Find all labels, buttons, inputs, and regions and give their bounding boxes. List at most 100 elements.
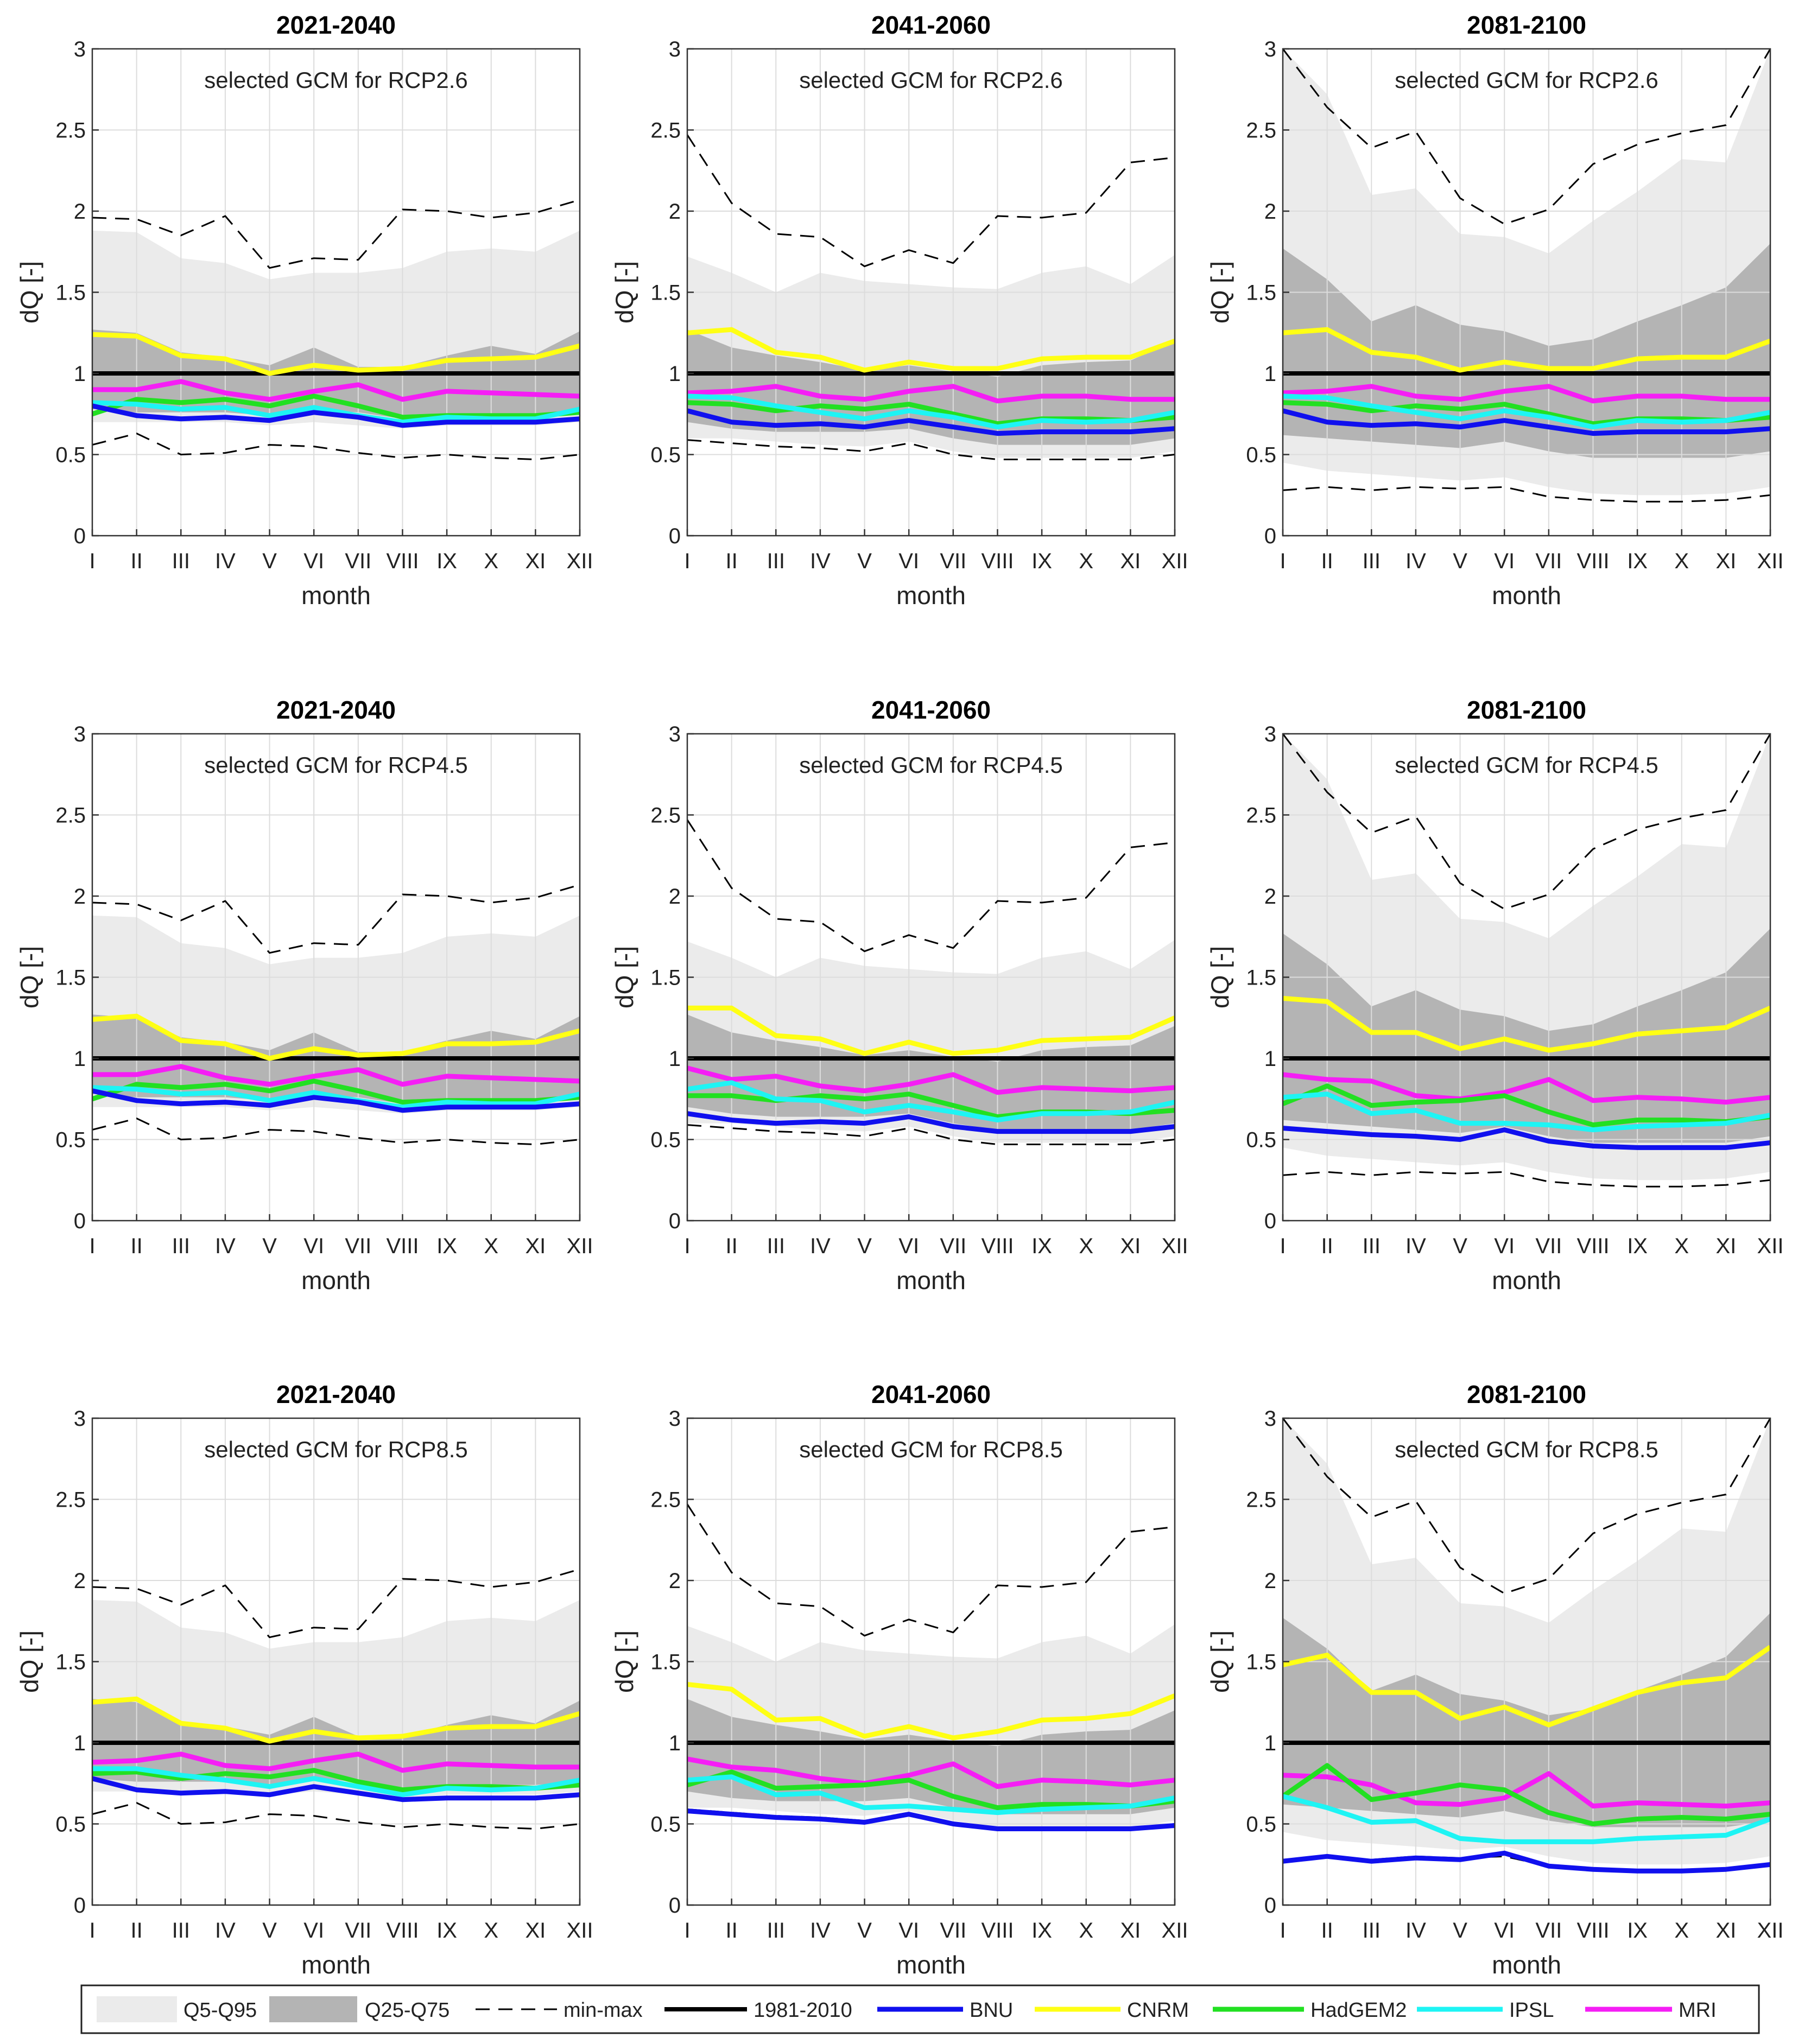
y-tick-label: 0 xyxy=(669,1894,681,1918)
min-line xyxy=(687,439,1175,460)
y-tick-label: 2.5 xyxy=(55,804,86,828)
plot-area xyxy=(687,734,1175,1221)
y-tick-label: 0.5 xyxy=(55,1128,86,1152)
legend-label: CNRM xyxy=(1127,1999,1189,2022)
y-tick-label: 0 xyxy=(74,1894,86,1918)
series-hadgem2 xyxy=(687,1769,1175,1811)
x-tick-label: XII xyxy=(1757,1234,1784,1258)
min-line xyxy=(1283,1171,1770,1188)
y-tick-label: 0.5 xyxy=(55,443,86,467)
legend-label: Q5-Q95 xyxy=(183,1999,257,2022)
x-tick-label: V xyxy=(262,1234,277,1258)
panel-title: 2041-2060 xyxy=(871,696,991,724)
x-tick-label: IX xyxy=(436,549,457,573)
x-tick-label: IV xyxy=(810,549,831,573)
x-tick-label: IV xyxy=(1406,1234,1426,1258)
q25-q75-band xyxy=(1283,243,1770,458)
y-tick-label: 1.5 xyxy=(55,966,86,990)
max-line xyxy=(92,1568,580,1639)
x-tick-label: VI xyxy=(898,1234,919,1258)
x-tick-label: XII xyxy=(1757,549,1784,573)
series-mri xyxy=(92,1751,580,1773)
y-tick-label: 1.5 xyxy=(650,966,681,990)
panel: 00.511.522.53I II III IV V VI VII VIII IX X XI XII2… xyxy=(610,11,1188,610)
x-axis-label: month xyxy=(301,581,371,610)
y-tick-label: 3 xyxy=(669,37,681,61)
x-axis-label: month xyxy=(1492,1266,1561,1294)
panel-title: 2041-2060 xyxy=(871,11,991,39)
y-tick-label: 0.5 xyxy=(1246,1813,1276,1837)
x-tick-label: VIII xyxy=(981,1919,1014,1943)
plot-area xyxy=(1283,734,1770,1221)
scenario-annotation: selected GCM for RCP2.6 xyxy=(1395,67,1658,93)
x-tick-label: V xyxy=(857,1919,872,1943)
legend-label: 1981-2010 xyxy=(754,1999,852,2022)
y-axis-label: dQ [-] xyxy=(15,261,43,323)
x-tick-label: XI xyxy=(525,1919,546,1943)
y-tick-label: 2.5 xyxy=(1246,1488,1276,1512)
y-tick-label: 2.5 xyxy=(650,119,681,143)
y-tick-label: 2 xyxy=(669,200,681,224)
series-bnu xyxy=(687,408,1175,436)
max-line xyxy=(1283,1418,1770,1595)
plot-area xyxy=(92,1418,580,1905)
x-tick-label: IX xyxy=(436,1234,457,1258)
series-ipsl xyxy=(92,400,580,425)
max-line xyxy=(92,884,580,954)
max-line xyxy=(687,134,1175,268)
series-hadgem2 xyxy=(1283,1083,1770,1128)
x-tick-label: II xyxy=(131,1919,143,1943)
x-tick-label: IX xyxy=(1031,1234,1052,1258)
series-cnrm xyxy=(1283,995,1770,1053)
series-ipsl xyxy=(92,1766,580,1798)
series-cnrm xyxy=(92,1013,580,1061)
x-tick-label: V xyxy=(1453,549,1467,573)
y-tick-label: 2 xyxy=(74,200,86,224)
y-tick-label: 1 xyxy=(669,362,681,386)
series-cnrm xyxy=(1283,1645,1770,1728)
x-tick-label: I xyxy=(1280,1919,1286,1943)
y-tick-label: 3 xyxy=(669,722,681,746)
series-ipsl xyxy=(687,1080,1175,1123)
x-tick-label: VI xyxy=(1494,1234,1515,1258)
x-tick-label: XI xyxy=(1715,1919,1736,1943)
panel-title: 2081-2100 xyxy=(1467,11,1586,39)
x-tick-label: III xyxy=(1363,1234,1381,1258)
x-tick-label: III xyxy=(172,1234,190,1258)
y-tick-label: 2 xyxy=(669,885,681,909)
x-tick-label: I xyxy=(684,549,690,573)
x-tick-label: VIII xyxy=(1577,1919,1609,1943)
x-tick-label: VII xyxy=(940,549,966,573)
plot-area xyxy=(687,1418,1175,1905)
x-tick-label: IV xyxy=(1406,1919,1426,1943)
x-tick-label: XI xyxy=(1715,1234,1736,1258)
x-tick-label: XI xyxy=(1715,549,1736,573)
y-tick-label: 3 xyxy=(1264,722,1276,746)
x-axis-label: month xyxy=(896,581,966,610)
y-tick-label: 0 xyxy=(669,524,681,548)
y-tick-label: 0.5 xyxy=(1246,443,1276,467)
q25-q75-band xyxy=(1283,1613,1770,1827)
y-tick-label: 2 xyxy=(1264,885,1276,909)
y-axis-label: dQ [-] xyxy=(1206,1630,1234,1693)
x-tick-label: VI xyxy=(303,1919,324,1943)
x-tick-label: VII xyxy=(940,1919,966,1943)
y-tick-label: 3 xyxy=(669,1407,681,1431)
x-tick-label: II xyxy=(726,1919,738,1943)
max-line xyxy=(92,199,580,269)
x-axis-label: month xyxy=(896,1266,966,1294)
y-tick-label: 2.5 xyxy=(1246,804,1276,828)
y-tick-label: 0.5 xyxy=(650,1813,681,1837)
x-tick-label: V xyxy=(262,549,277,573)
series-mri xyxy=(687,1756,1175,1789)
panel-title: 2021-2040 xyxy=(276,11,396,39)
x-axis-label: month xyxy=(896,1951,966,1979)
panel: 00.511.522.53I II III IV V VI VII VIII IX X XI XII2… xyxy=(610,696,1188,1294)
x-tick-label: I xyxy=(89,1919,95,1943)
series-cnrm xyxy=(92,1696,580,1744)
y-tick-label: 0 xyxy=(74,1209,86,1233)
x-tick-label: XI xyxy=(525,549,546,573)
x-tick-label: X xyxy=(1674,549,1689,573)
series-bnu xyxy=(1283,408,1770,436)
x-tick-label: XII xyxy=(567,1919,593,1943)
